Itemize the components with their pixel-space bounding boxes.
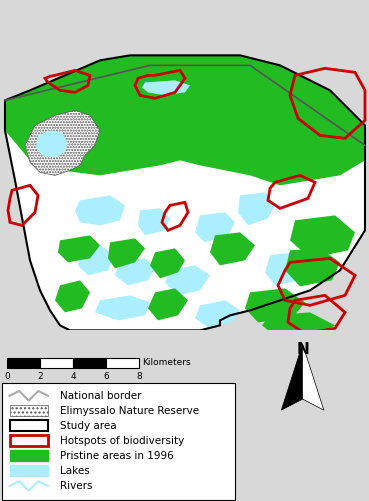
Text: Kilometers: Kilometers [142,359,191,367]
Text: Hotspots of biodiversity: Hotspots of biodiversity [60,436,184,446]
Polygon shape [108,238,145,269]
Text: N: N [296,342,309,357]
Polygon shape [58,235,100,263]
Bar [7,358,40,368]
Bar [106,358,139,368]
Text: Elimyssalo Nature Reserve: Elimyssalo Nature Reserve [60,406,199,416]
Bar [40,358,73,368]
Polygon shape [95,296,150,320]
Polygon shape [150,248,185,279]
Text: 0: 0 [4,372,10,381]
Bar [10,465,48,476]
Bar [10,450,48,461]
Text: Study area: Study area [60,421,117,431]
Polygon shape [55,281,90,312]
Polygon shape [165,266,210,296]
Polygon shape [281,344,303,410]
Polygon shape [265,253,310,286]
Polygon shape [210,232,255,266]
Text: 2: 2 [37,372,43,381]
Text: National border: National border [60,391,141,401]
Text: Rivers: Rivers [60,481,93,491]
Text: 8: 8 [136,372,142,381]
Polygon shape [245,289,305,322]
Bar [73,358,106,368]
Polygon shape [290,215,355,259]
Polygon shape [78,245,115,276]
Polygon shape [148,289,188,320]
Polygon shape [36,130,68,157]
Polygon shape [262,312,335,338]
Polygon shape [115,259,155,286]
Polygon shape [285,248,340,287]
Polygon shape [195,212,235,242]
Polygon shape [303,344,324,410]
Polygon shape [5,55,365,330]
Text: Lakes: Lakes [60,466,90,476]
Text: 4: 4 [70,372,76,381]
Polygon shape [5,55,365,185]
Text: 6: 6 [103,372,109,381]
Polygon shape [142,80,190,95]
Bar [10,420,48,431]
Polygon shape [138,208,170,235]
Text: Pristine areas in 1996: Pristine areas in 1996 [60,451,174,461]
Polygon shape [25,110,100,175]
Polygon shape [195,301,240,327]
Polygon shape [75,195,125,225]
Polygon shape [238,192,275,225]
Bar [10,435,48,446]
Bar [10,405,48,416]
